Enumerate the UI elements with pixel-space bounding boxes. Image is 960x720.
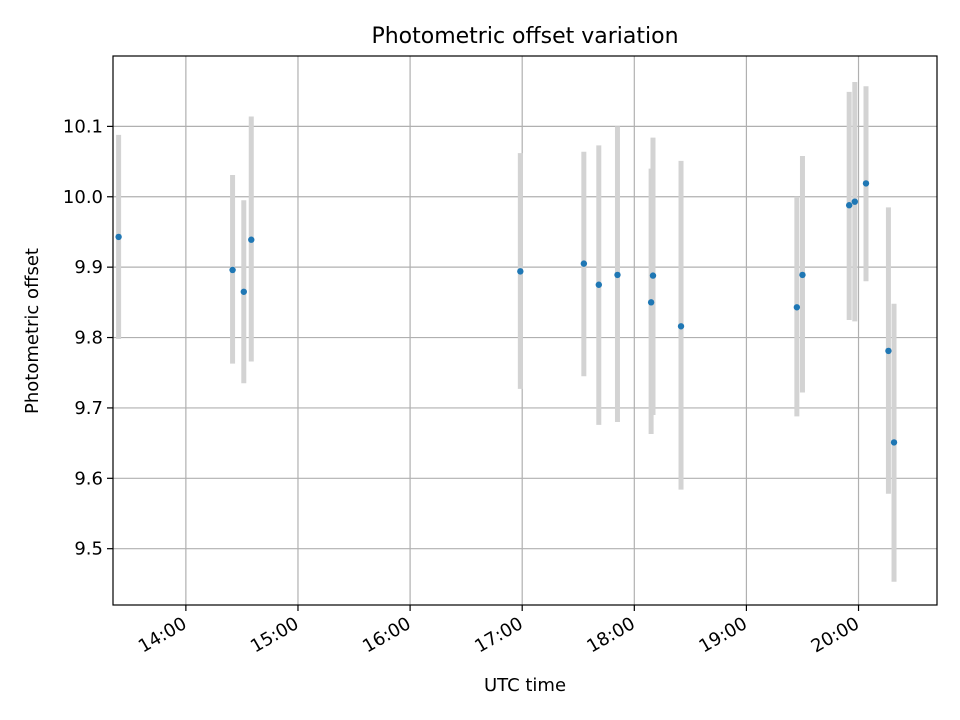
data-point xyxy=(862,180,870,187)
x-axis-ticks: 14:00 15:00 16:00 17:00 18:00 19:00 20:00 xyxy=(135,605,863,657)
x-tick-label: 16:00 xyxy=(359,613,414,657)
grid xyxy=(113,56,937,605)
plot-frame xyxy=(112,55,938,606)
y-tick-label: 10.0 xyxy=(63,187,103,208)
data-point xyxy=(580,260,588,267)
data-point xyxy=(649,272,657,279)
x-tick-label: 18:00 xyxy=(583,613,638,657)
y-tick-label: 9.7 xyxy=(74,398,103,419)
data-point xyxy=(229,266,236,274)
data-point xyxy=(793,304,801,311)
x-tick-label: 17:00 xyxy=(471,613,526,657)
data-point xyxy=(845,202,853,209)
y-axis-label: Photometric offset xyxy=(22,248,43,414)
data-points xyxy=(115,180,898,446)
data-point xyxy=(517,268,524,275)
y-tick-label: 9.5 xyxy=(74,539,103,560)
y-tick-label: 9.8 xyxy=(74,328,103,349)
x-tick-label: 15:00 xyxy=(247,613,302,657)
data-point xyxy=(885,347,892,355)
data-point xyxy=(240,288,247,295)
y-tick-label: 9.9 xyxy=(74,257,103,278)
x-tick-label: 19:00 xyxy=(695,613,750,657)
data-point xyxy=(647,299,655,306)
x-tick-label: 20:00 xyxy=(808,613,863,657)
data-point xyxy=(614,271,621,279)
error-bars xyxy=(116,82,897,582)
data-point xyxy=(890,439,898,446)
data-point xyxy=(799,271,806,279)
x-tick-label: 14:00 xyxy=(135,613,190,657)
y-tick-label: 9.6 xyxy=(74,468,103,489)
y-tick-label: 10.1 xyxy=(63,116,103,137)
x-axis-label: UTC time xyxy=(484,675,566,696)
chart-title: Photometric offset variation xyxy=(371,24,678,49)
data-point xyxy=(115,233,122,241)
y-axis-ticks: 9.5 9.6 9.7 9.8 9.9 10.0 10.1 xyxy=(63,116,113,560)
data-point xyxy=(677,323,685,330)
data-point xyxy=(248,236,255,243)
data-point xyxy=(595,281,603,288)
data-point xyxy=(851,198,858,205)
